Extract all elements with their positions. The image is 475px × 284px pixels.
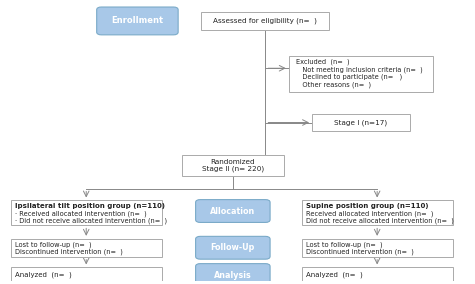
Text: Assessed for eligibility (n=  ): Assessed for eligibility (n= ) [213, 18, 317, 24]
Text: Follow-Up: Follow-Up [210, 243, 255, 252]
Text: Ipsilateral tilt position group (n=110): Ipsilateral tilt position group (n=110) [15, 203, 165, 209]
FancyBboxPatch shape [10, 239, 162, 257]
Text: Randomized
Stage II (n= 220): Randomized Stage II (n= 220) [202, 159, 264, 172]
FancyBboxPatch shape [201, 12, 330, 30]
Text: Stage I (n=17): Stage I (n=17) [334, 119, 388, 126]
Text: Excluded  (n=  )
   Not meeting inclusion criteria (n=  )
   Declined to partici: Excluded (n= ) Not meeting inclusion cri… [295, 59, 422, 87]
FancyBboxPatch shape [302, 239, 453, 257]
Text: Analyzed  (n=  ): Analyzed (n= ) [306, 272, 363, 278]
Text: · Received allocated intervention (n=  )
· Did not receive allocated interventio: · Received allocated intervention (n= ) … [15, 210, 167, 224]
Text: Lost to follow-up (n=  )
Discontinued intervention (n=  ): Lost to follow-up (n= ) Discontinued int… [15, 241, 123, 256]
FancyBboxPatch shape [97, 7, 178, 35]
FancyBboxPatch shape [196, 200, 270, 222]
Text: Analysis: Analysis [214, 271, 252, 279]
Text: Analyzed  (n=  ): Analyzed (n= ) [15, 272, 72, 278]
FancyBboxPatch shape [302, 201, 453, 225]
Text: Enrollment: Enrollment [111, 16, 163, 26]
FancyBboxPatch shape [302, 267, 453, 283]
FancyBboxPatch shape [312, 114, 410, 131]
Text: Supine position group (n=110): Supine position group (n=110) [306, 203, 428, 209]
FancyBboxPatch shape [196, 236, 270, 259]
Text: Lost to follow-up (n=  )
Discontinued intervention (n=  ): Lost to follow-up (n= ) Discontinued int… [306, 241, 414, 256]
FancyBboxPatch shape [289, 56, 433, 92]
FancyBboxPatch shape [10, 267, 162, 283]
FancyBboxPatch shape [181, 155, 284, 176]
Text: Allocation: Allocation [210, 206, 256, 216]
Text: Received allocated intervention (n=  )
Did not receive allocated intervention (n: Received allocated intervention (n= ) Di… [306, 210, 454, 224]
FancyBboxPatch shape [10, 201, 162, 225]
FancyBboxPatch shape [196, 264, 270, 284]
